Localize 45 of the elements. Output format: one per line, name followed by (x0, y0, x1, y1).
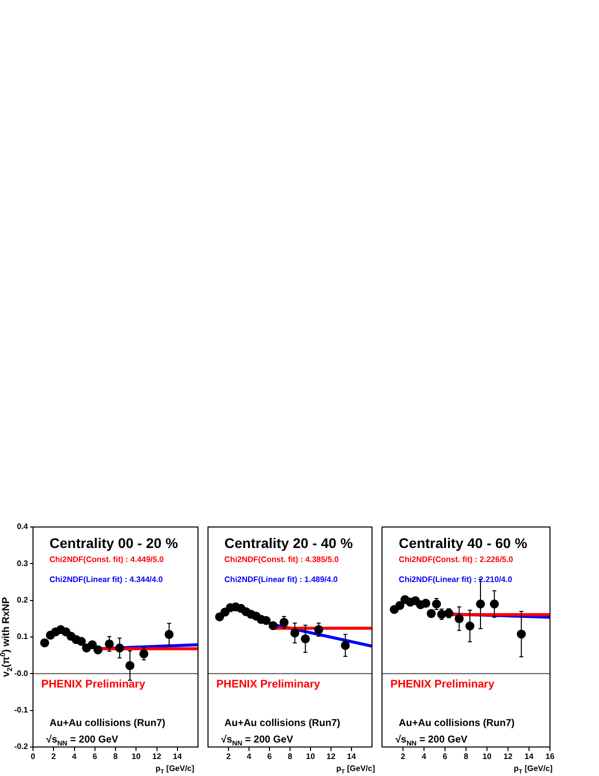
annotation: Chi2NDF(Const. fit) : 2.226/5.0 (398, 555, 514, 564)
text: Centrality 40 - 60 % (398, 535, 528, 551)
x-tick-label: 6 (267, 752, 272, 762)
x-tick-label: 0 (30, 752, 36, 762)
annotation: Au+Au collisions (Run7) (224, 718, 340, 730)
x-tick-label: 10 (132, 752, 142, 762)
x-tick-label: 8 (113, 752, 118, 762)
x-tick-label: 6 (442, 752, 448, 762)
y-tick-label: 0.1 (16, 632, 29, 642)
x-tick-label: 8 (288, 752, 293, 762)
y-tick-label: -0.1 (14, 706, 29, 715)
y-tick-label: 0.3 (16, 558, 29, 568)
annotation: Chi2NDF(Linear fit) : 1.489/4.0 (224, 575, 338, 584)
y-tick-label: 0.4 (16, 522, 29, 532)
annotation: Au+Au collisions (Run7) (398, 718, 515, 730)
x-tick-label: 8 (464, 752, 469, 762)
annotation: Chi2NDF(Linear fit) : 4.344/4.0 (50, 575, 164, 584)
annotation: PHENIX Preliminary (216, 678, 322, 691)
x-tick-label: 2 (51, 752, 56, 762)
annotation: Chi2NDF(Const. fit) : 4.449/5.0 (50, 555, 164, 564)
x-tick-label: 4 (422, 752, 427, 762)
x-tick-label: 4 (72, 752, 78, 762)
x-tick-label: 10 (482, 752, 492, 762)
y-tick-label: -0.2 (14, 742, 29, 752)
annotation: PHENIX Preliminary (41, 678, 146, 691)
annotation: PHENIX Preliminary (390, 678, 496, 691)
x-tick-label: 12 (152, 752, 162, 762)
y-tick-label: -0.0 (14, 668, 29, 678)
x-tick-label: 14 (347, 752, 356, 762)
annotation: Chi2NDF(Const. fit) : 4.385/5.0 (224, 555, 340, 564)
text: Centrality 00 - 20 % (50, 535, 178, 551)
annotation: Au+Au collisions (Run7) (50, 718, 166, 730)
x-tick-label: 14 (172, 752, 182, 762)
x-tick-label: 2 (400, 752, 406, 762)
x-tick-label: 12 (326, 752, 336, 762)
x-tick-label: 16 (546, 752, 555, 762)
annotation: Chi2NDF(Linear fit) : 2.210/4.0 (398, 575, 513, 584)
x-tick-label: 2 (226, 752, 232, 762)
x-tick-label: 10 (306, 752, 316, 762)
x-tick-label: 12 (504, 752, 513, 762)
x-tick-label: 4 (246, 752, 252, 762)
x-tick-label: 6 (92, 752, 98, 762)
y-tick-label: 0.2 (16, 596, 29, 605)
text: Centrality 20 - 40 % (224, 535, 354, 551)
x-tick-label: 14 (524, 752, 534, 762)
